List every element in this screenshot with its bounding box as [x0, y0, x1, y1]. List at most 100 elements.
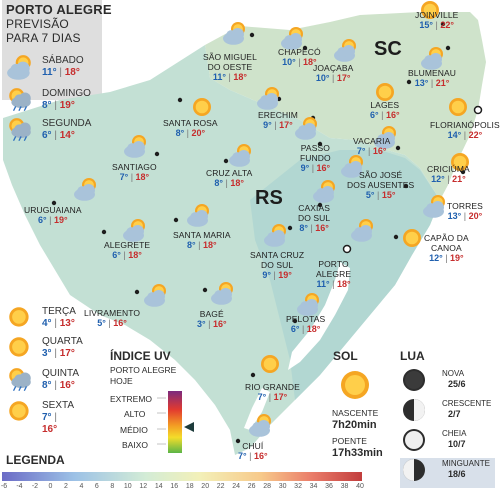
- city-name: ALEGRETE: [104, 240, 151, 250]
- sunset-label: POENTE: [332, 436, 367, 446]
- city-min-temp: 8°: [175, 128, 185, 138]
- city-min-temp: 9°: [262, 270, 271, 280]
- city-max-temp: 16°: [372, 146, 387, 156]
- forecast-min-temp: 11°: [42, 67, 57, 78]
- city-name: ERECHIM: [258, 110, 298, 120]
- temp-separator: |: [442, 253, 451, 263]
- city-label: PELOTAS 6° | 18°: [286, 314, 325, 334]
- lagoon-shape: [288, 262, 350, 370]
- temp-separator: |: [128, 172, 136, 182]
- cloud-sun-icon: [296, 291, 322, 322]
- temp-separator: |: [444, 174, 453, 184]
- city-min-temp: 8°: [299, 223, 308, 233]
- city-name-line2: DO OESTE: [207, 62, 253, 72]
- city-min-temp: 14°: [447, 130, 462, 140]
- city-max-temp: 21°: [435, 78, 450, 88]
- temp-separator: |: [307, 223, 316, 233]
- forecast-day-name: TERÇA: [42, 306, 76, 317]
- city-min-temp: 13°: [447, 211, 462, 221]
- cloud-sun-icon: [210, 280, 236, 311]
- city-label: ERECHIM 9° | 17°: [258, 110, 298, 130]
- temp-separator: |: [365, 146, 373, 156]
- city-max-temp: 18°: [336, 279, 351, 289]
- city-label: JOINVILLE 15° | 22°: [415, 10, 458, 30]
- city-max-temp: 16°: [253, 451, 268, 461]
- city-min-temp: 9°: [263, 120, 272, 130]
- uv-title: ÍNDICE UV: [110, 349, 171, 363]
- capital-marker-florianopolis: [473, 105, 483, 115]
- temp-separator: |: [51, 318, 60, 329]
- city-max-temp: 16°: [113, 318, 127, 328]
- sun-icon: [448, 150, 474, 181]
- city-min-temp: 7°: [257, 392, 267, 402]
- legend-tick: 2: [63, 483, 68, 490]
- city-name-line2: DO SUL: [260, 260, 294, 270]
- city-label: FLORIANÓPOLIS 14° | 22°: [430, 120, 500, 140]
- city-min-temp: 10°: [315, 73, 330, 83]
- sunrise-label: NASCENTE: [332, 408, 379, 418]
- city-label: CAPÃO DA CANOA 12° | 19°: [424, 233, 469, 263]
- city-name-line2: ALEGRE: [316, 269, 352, 279]
- temp-separator: |: [195, 240, 203, 250]
- sun-icon: [373, 80, 399, 111]
- legend-tick: 16: [170, 483, 179, 490]
- city-name-line2: DOS AUSENTES: [347, 180, 415, 190]
- uv-subtitle: PORTO ALEGRE: [110, 365, 177, 375]
- legend-tick: 24: [232, 483, 241, 490]
- moon-phase-name: NOVA: [442, 369, 465, 378]
- moon-phase-date: 10/7: [448, 439, 466, 449]
- city-name: SANTA ROSA: [163, 118, 218, 128]
- city-max-temp: 22°: [440, 20, 454, 30]
- temp-separator: |: [461, 130, 469, 140]
- city-min-temp: 5°: [97, 318, 106, 328]
- city-name: CHAPECÓ: [278, 47, 321, 57]
- temp-separator: |: [51, 100, 60, 111]
- city-min-temp: 12°: [429, 253, 443, 263]
- city-name: PELOTAS: [286, 314, 326, 324]
- uv-subtitle-2: HOJE: [110, 376, 133, 386]
- city-name: LAGES: [370, 100, 400, 110]
- temp-separator: |: [51, 130, 60, 141]
- city-name: LIVRAMENTO: [84, 308, 141, 318]
- cloud-sun-icon: [248, 412, 274, 443]
- forecast-max-temp: 18°: [64, 67, 80, 78]
- city-label: SÃO MIGUEL DO OESTE 11° | 18°: [203, 52, 257, 82]
- city-name: SANTA MARIA: [173, 230, 231, 240]
- forecast-min-temp: 7°: [42, 412, 52, 423]
- city-name: PASSO: [300, 143, 330, 153]
- city-min-temp: 8°: [214, 178, 224, 188]
- moon-phase-name: CRESCENTE: [442, 399, 492, 408]
- city-min-temp: 11°: [212, 72, 227, 82]
- city-min-temp: 11°: [316, 279, 330, 289]
- city-name: URUGUAIANA: [24, 205, 82, 215]
- city-name-line2: CANOA: [431, 243, 462, 253]
- moon-phase-date: 25/6: [448, 379, 466, 389]
- city-name: SÃO MIGUEL: [203, 52, 257, 62]
- city-min-temp: 7°: [238, 451, 247, 461]
- legend-tick: 22: [216, 483, 225, 490]
- city-max-temp: 16°: [385, 110, 400, 120]
- city-max-temp: 19°: [54, 215, 68, 225]
- city-label: ALEGRETE 6° | 18°: [104, 240, 150, 260]
- sun-title: SOL: [333, 349, 358, 363]
- cloud-sun-icon: [123, 133, 149, 164]
- legend-tick: 40: [356, 483, 364, 490]
- sun-icon: [6, 398, 34, 430]
- cloud-sun-icon: [422, 193, 448, 224]
- legend-tick: 18: [185, 483, 194, 490]
- temp-separator: |: [266, 392, 274, 402]
- city-min-temp: 8°: [187, 240, 196, 250]
- city-name: FLORIANÓPOLIS: [430, 120, 500, 130]
- city-min-temp: 5°: [365, 190, 375, 200]
- cloud-sun-icon: [73, 176, 99, 207]
- city-min-temp: 6°: [370, 110, 379, 120]
- temperature-legend-bar: [2, 472, 362, 481]
- city-max-temp: 18°: [128, 250, 142, 260]
- legend-tick: -6: [0, 483, 8, 490]
- uv-level-extremo: EXTREMO: [110, 394, 153, 404]
- city-max-temp: 20°: [191, 128, 206, 138]
- cloud-sun-icon: [143, 282, 169, 313]
- city-max-temp: 18°: [303, 57, 317, 67]
- lagoon-mirim-shape: [244, 388, 270, 430]
- sun-icon: [6, 334, 34, 366]
